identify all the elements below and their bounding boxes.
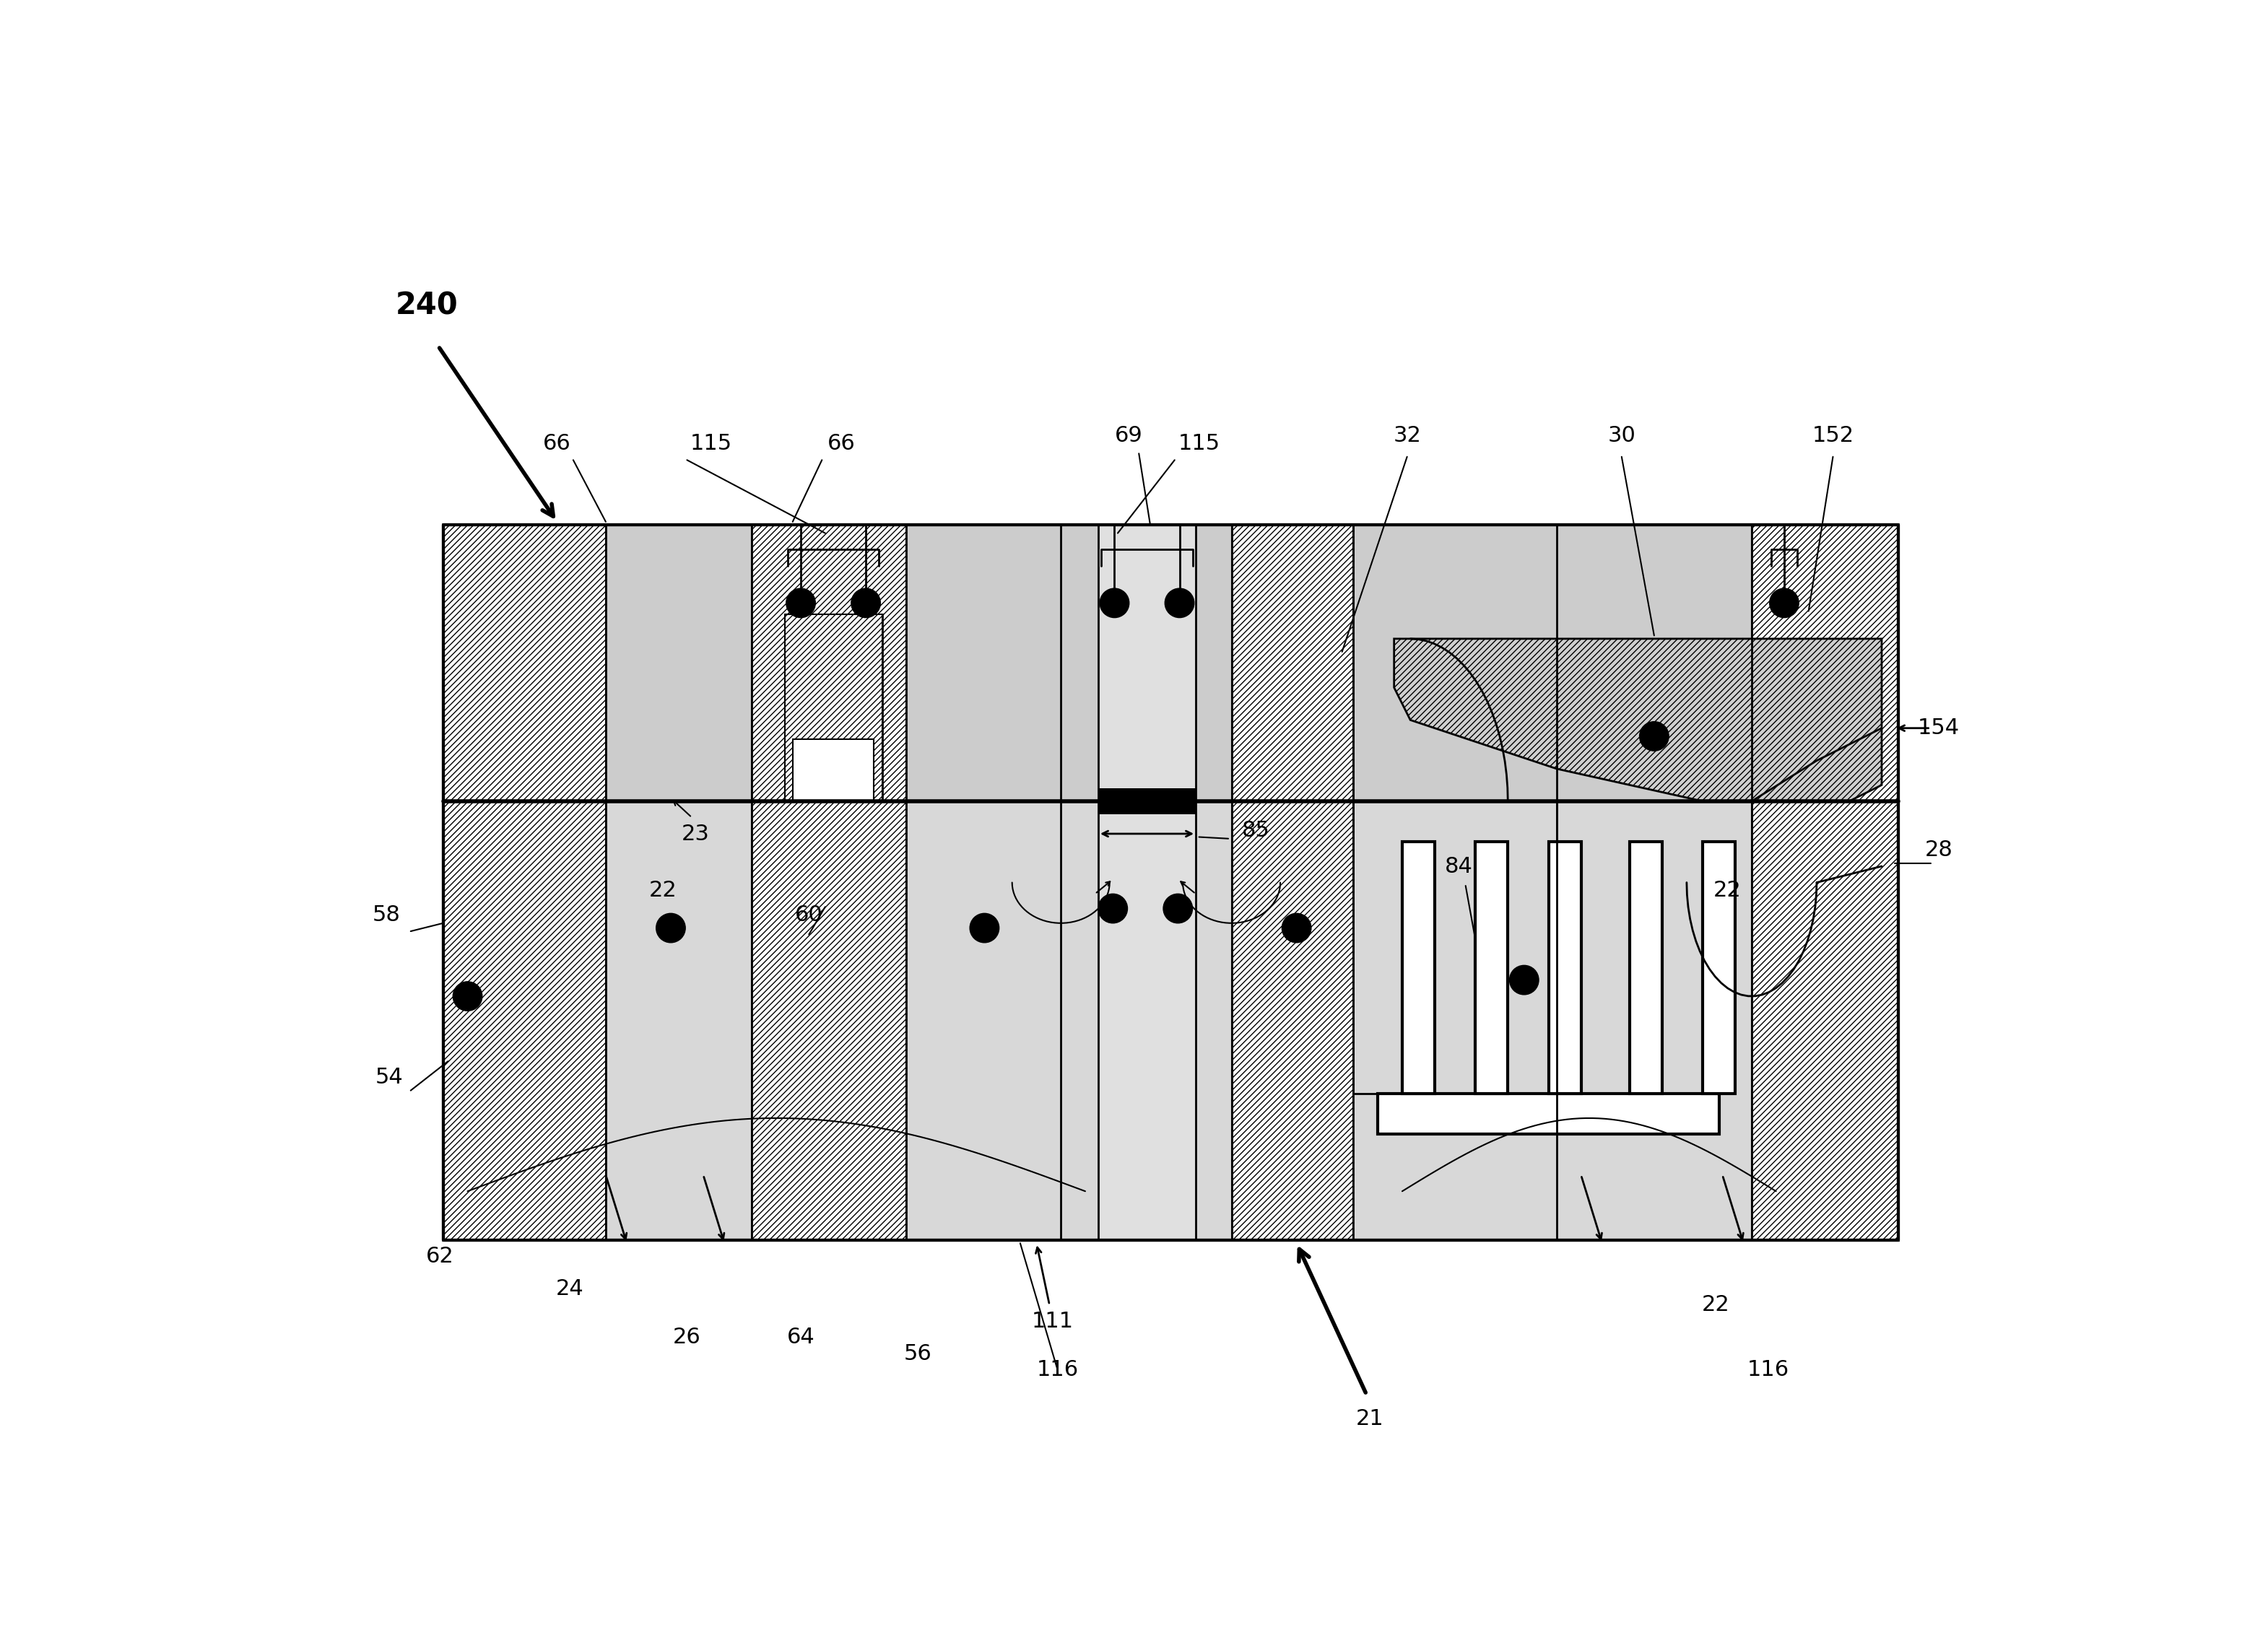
Text: 60: 60 xyxy=(794,904,823,925)
Bar xyxy=(1098,525,1195,1239)
Text: 116: 116 xyxy=(1036,1360,1080,1380)
Text: 115: 115 xyxy=(1177,433,1220,455)
Bar xyxy=(442,525,1898,801)
Bar xyxy=(1354,801,1556,1094)
Bar xyxy=(753,525,907,801)
Bar xyxy=(1354,525,1889,801)
Circle shape xyxy=(1769,589,1799,618)
Text: 54: 54 xyxy=(376,1068,404,1087)
Circle shape xyxy=(1098,894,1127,924)
Text: 240: 240 xyxy=(395,291,458,320)
Circle shape xyxy=(1640,721,1669,750)
Text: 22: 22 xyxy=(649,880,676,901)
Text: 111: 111 xyxy=(1032,1311,1073,1333)
Circle shape xyxy=(787,589,816,618)
Text: 22: 22 xyxy=(1712,880,1742,901)
Circle shape xyxy=(655,914,685,943)
Circle shape xyxy=(1100,589,1129,618)
Bar xyxy=(1751,525,1898,801)
Circle shape xyxy=(1510,965,1538,994)
Bar xyxy=(442,525,606,801)
Text: 85: 85 xyxy=(1243,821,1270,840)
Bar xyxy=(792,739,873,801)
Bar xyxy=(1549,842,1581,1094)
Circle shape xyxy=(1163,894,1193,924)
Bar xyxy=(785,615,882,801)
Polygon shape xyxy=(1395,639,1882,801)
Circle shape xyxy=(1281,914,1311,943)
Bar xyxy=(1232,525,1354,801)
Text: 154: 154 xyxy=(1919,718,1960,739)
Text: 56: 56 xyxy=(905,1344,932,1364)
Circle shape xyxy=(454,981,483,1010)
Text: 21: 21 xyxy=(1356,1408,1383,1429)
Bar xyxy=(785,615,882,801)
Text: 69: 69 xyxy=(1116,425,1143,446)
Text: 152: 152 xyxy=(1812,425,1853,446)
Text: 22: 22 xyxy=(1701,1295,1730,1316)
Text: 116: 116 xyxy=(1746,1360,1789,1380)
Text: 23: 23 xyxy=(680,824,710,844)
Circle shape xyxy=(1166,589,1195,618)
Bar xyxy=(1751,801,1898,1239)
Text: 64: 64 xyxy=(787,1328,814,1347)
Text: 30: 30 xyxy=(1608,425,1635,446)
Text: 66: 66 xyxy=(828,433,855,455)
Text: 84: 84 xyxy=(1445,855,1474,876)
Bar xyxy=(1098,788,1195,814)
Bar xyxy=(1379,1094,1719,1135)
Text: 58: 58 xyxy=(372,904,401,925)
Bar xyxy=(1232,801,1354,1239)
Text: 28: 28 xyxy=(1926,839,1953,860)
Circle shape xyxy=(971,914,1000,943)
Bar xyxy=(753,801,907,1239)
Circle shape xyxy=(850,589,880,618)
Bar xyxy=(1703,842,1735,1094)
Bar xyxy=(1476,842,1508,1094)
Text: 62: 62 xyxy=(426,1246,454,1267)
Text: 115: 115 xyxy=(689,433,733,455)
Text: 24: 24 xyxy=(556,1279,583,1300)
Text: 26: 26 xyxy=(674,1328,701,1347)
Text: 66: 66 xyxy=(542,433,572,455)
Bar xyxy=(1402,842,1436,1094)
Bar xyxy=(442,801,1898,1239)
Bar xyxy=(442,801,606,1239)
Text: 32: 32 xyxy=(1393,425,1422,446)
Bar xyxy=(1631,842,1662,1094)
Bar xyxy=(1102,528,1193,1236)
